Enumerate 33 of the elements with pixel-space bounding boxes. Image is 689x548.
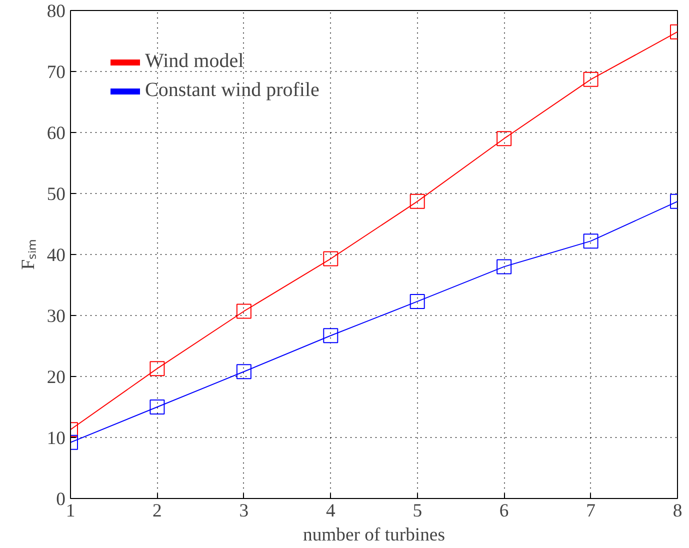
x-tick-label: 6 [499,500,509,522]
x-tick-label: 8 [672,500,682,522]
x-tick-label: 3 [239,500,249,522]
point [323,328,338,344]
x-tick-label: 4 [326,500,336,522]
y-tick-label: 60 [46,123,66,144]
point [410,294,425,309]
x-tick-label: 5 [412,500,422,522]
point [150,400,165,414]
y-tick-label: 10 [46,428,66,449]
y-tick-label: 40 [46,245,66,266]
x-axis-title: number of turbines [303,524,445,546]
y-tick-label: 80 [46,1,66,22]
point [323,251,338,266]
legend-label: Wind model [145,50,244,73]
point [236,304,252,319]
legend-label: Constant wind profile [145,79,320,102]
x-tick-label: 1 [66,500,76,522]
point [583,234,598,249]
y-tick-label: 70 [46,62,66,83]
point [150,361,165,376]
point [236,364,252,380]
point [583,72,598,87]
point [496,131,512,146]
y-tick-label: 20 [46,367,66,388]
y-tick-label: 30 [46,306,66,327]
point [410,194,425,209]
x-tick-label: 2 [152,500,162,522]
y-tick-label: 50 [46,184,66,205]
y-axis-title: Fₛᵢₘ [18,239,39,270]
y-tick-label: 0 [56,489,66,510]
x-tick-label: 7 [586,500,596,522]
point [496,259,512,274]
